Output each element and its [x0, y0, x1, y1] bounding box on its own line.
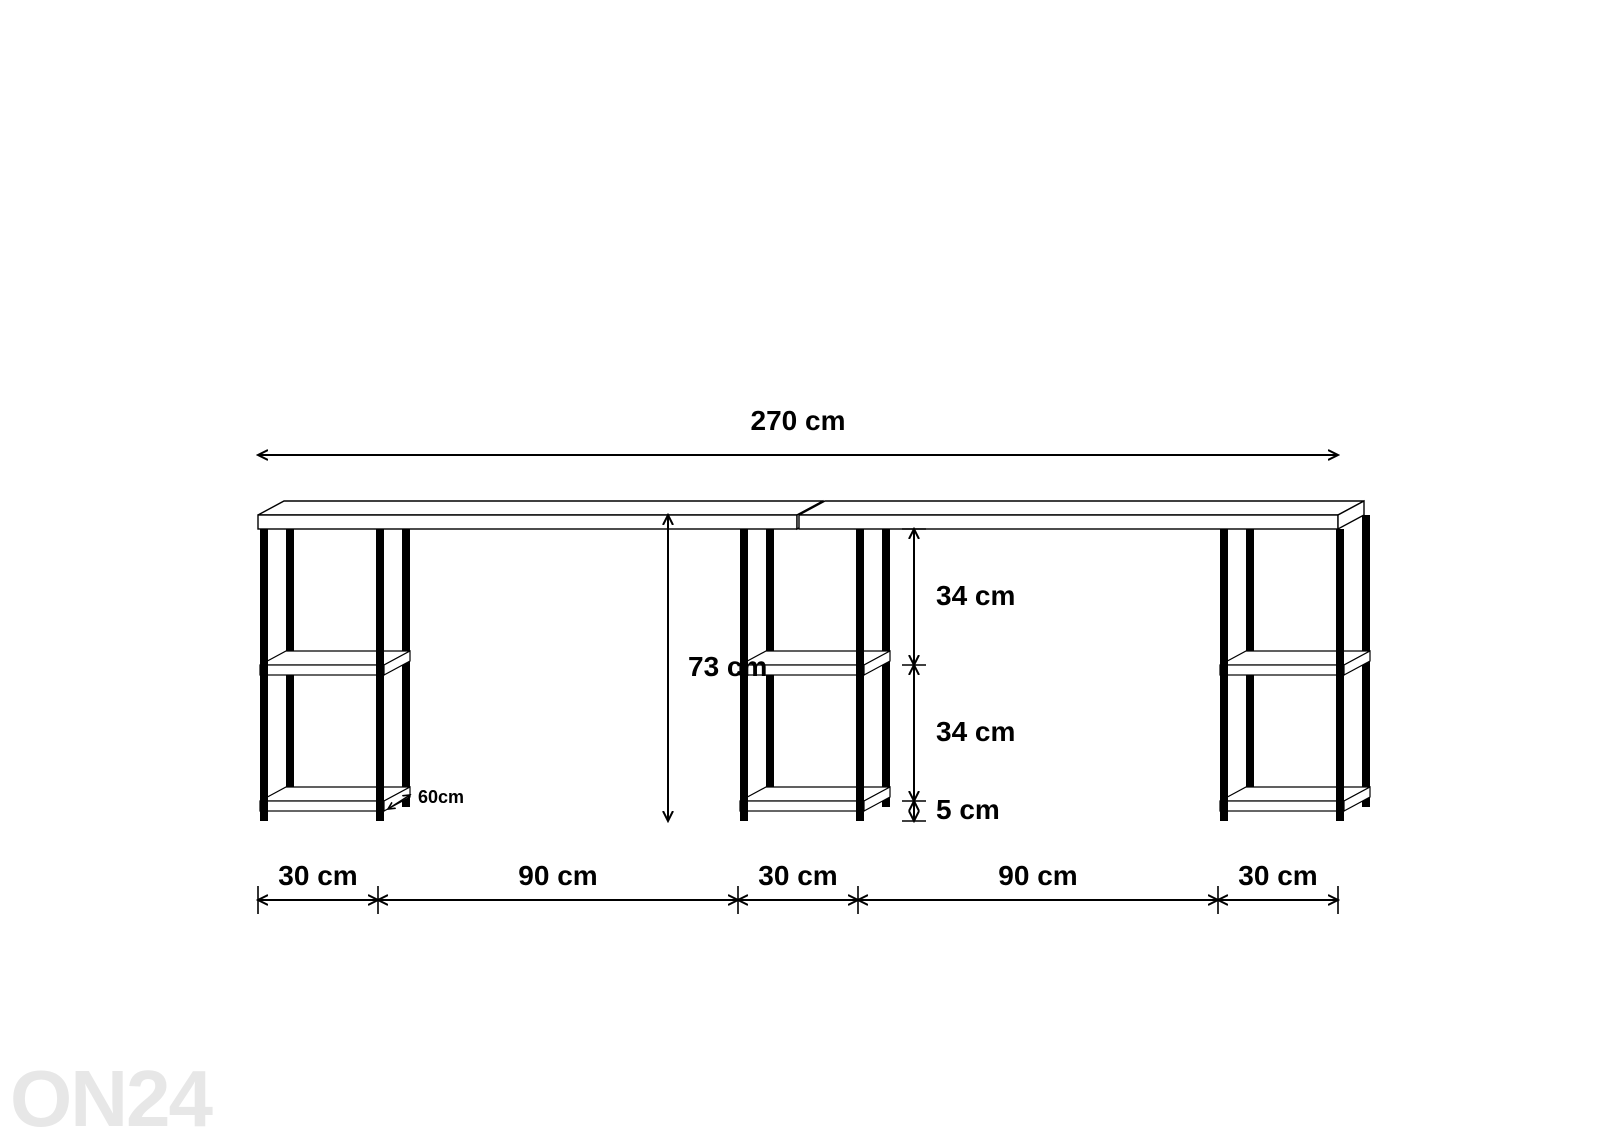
- dim-label-shelf: 34 cm: [936, 580, 1015, 611]
- watermark-text: ON24: [10, 1059, 211, 1139]
- dim-label-segment: 30 cm: [758, 860, 837, 891]
- leg-unit: [1220, 515, 1370, 821]
- tabletop: [799, 501, 1364, 529]
- leg-unit: [260, 515, 410, 821]
- dim-label-height: 73 cm: [688, 651, 767, 682]
- dim-label-shelf: 34 cm: [936, 716, 1015, 747]
- dim-label-segment: 90 cm: [518, 860, 597, 891]
- dimension-diagram: 270 cm 30 cm 90 cm 30 cm 90 cm 30 cm 73 cm 34 c…: [0, 0, 1600, 1145]
- dim-label-segment: 90 cm: [998, 860, 1077, 891]
- dim-label-segment: 30 cm: [1238, 860, 1317, 891]
- dim-label-total-width: 270 cm: [751, 405, 846, 436]
- dim-label-depth: 60cm: [418, 787, 464, 807]
- dim-label-shelf: 5 cm: [936, 794, 1000, 825]
- dim-label-segment: 30 cm: [278, 860, 357, 891]
- tabletop: [258, 501, 823, 529]
